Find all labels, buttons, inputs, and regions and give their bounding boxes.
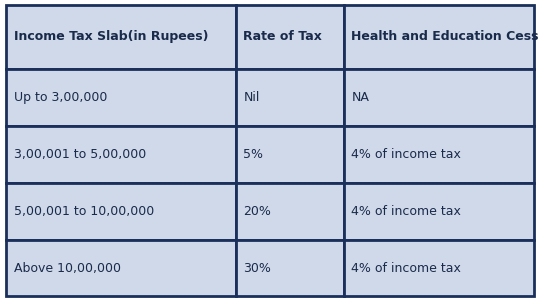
FancyBboxPatch shape xyxy=(344,126,534,183)
FancyBboxPatch shape xyxy=(344,240,534,296)
FancyBboxPatch shape xyxy=(344,69,534,126)
FancyBboxPatch shape xyxy=(344,5,534,69)
Text: 5%: 5% xyxy=(244,148,264,161)
Text: Health and Education Cess: Health and Education Cess xyxy=(352,30,539,43)
Text: Rate of Tax: Rate of Tax xyxy=(244,30,322,43)
FancyBboxPatch shape xyxy=(6,126,236,183)
FancyBboxPatch shape xyxy=(236,240,344,296)
Text: 20%: 20% xyxy=(244,205,271,218)
FancyBboxPatch shape xyxy=(236,183,344,240)
FancyBboxPatch shape xyxy=(344,183,534,240)
Text: Income Tax Slab(in Rupees): Income Tax Slab(in Rupees) xyxy=(14,30,208,43)
Text: 4% of income tax: 4% of income tax xyxy=(352,262,461,275)
FancyBboxPatch shape xyxy=(6,240,236,296)
Text: Above 10,00,000: Above 10,00,000 xyxy=(14,262,121,275)
FancyBboxPatch shape xyxy=(236,5,344,69)
FancyBboxPatch shape xyxy=(6,5,236,69)
FancyBboxPatch shape xyxy=(236,69,344,126)
Text: Nil: Nil xyxy=(244,91,260,104)
Text: NA: NA xyxy=(352,91,369,104)
FancyBboxPatch shape xyxy=(6,69,236,126)
Text: 3,00,001 to 5,00,000: 3,00,001 to 5,00,000 xyxy=(14,148,146,161)
Text: 4% of income tax: 4% of income tax xyxy=(352,205,461,218)
Text: 30%: 30% xyxy=(244,262,271,275)
Text: 5,00,001 to 10,00,000: 5,00,001 to 10,00,000 xyxy=(14,205,154,218)
Text: 4% of income tax: 4% of income tax xyxy=(352,148,461,161)
FancyBboxPatch shape xyxy=(236,126,344,183)
FancyBboxPatch shape xyxy=(6,183,236,240)
Text: Up to 3,00,000: Up to 3,00,000 xyxy=(14,91,107,104)
